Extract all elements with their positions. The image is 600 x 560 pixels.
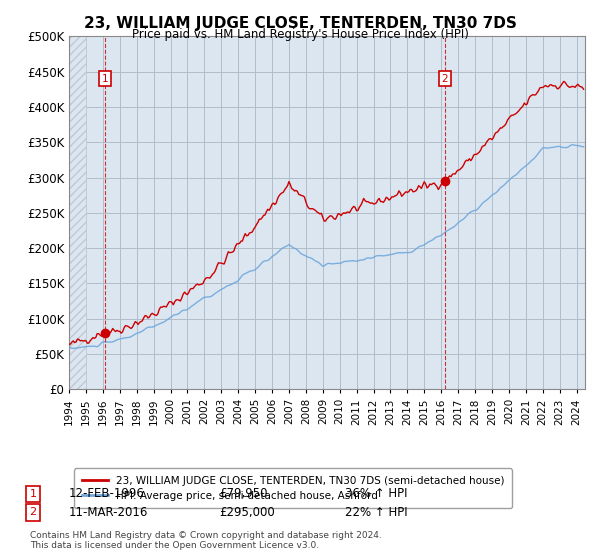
Legend: 23, WILLIAM JUDGE CLOSE, TENTERDEN, TN30 7DS (semi-detached house), HPI: Average: 23, WILLIAM JUDGE CLOSE, TENTERDEN, TN30… [74, 469, 512, 508]
Text: 2: 2 [29, 507, 37, 517]
Polygon shape [69, 36, 86, 389]
Text: Price paid vs. HM Land Registry's House Price Index (HPI): Price paid vs. HM Land Registry's House … [131, 28, 469, 41]
Text: 1: 1 [101, 74, 108, 84]
Text: 1: 1 [29, 489, 37, 499]
Text: £295,000: £295,000 [219, 506, 275, 519]
Text: 23, WILLIAM JUDGE CLOSE, TENTERDEN, TN30 7DS: 23, WILLIAM JUDGE CLOSE, TENTERDEN, TN30… [83, 16, 517, 31]
Text: 36% ↑ HPI: 36% ↑ HPI [345, 487, 407, 501]
Text: Contains HM Land Registry data © Crown copyright and database right 2024.
This d: Contains HM Land Registry data © Crown c… [30, 531, 382, 550]
Text: 12-FEB-1996: 12-FEB-1996 [69, 487, 145, 501]
Text: 2: 2 [442, 74, 448, 84]
Text: 22% ↑ HPI: 22% ↑ HPI [345, 506, 407, 519]
Text: £79,950: £79,950 [219, 487, 268, 501]
Text: 11-MAR-2016: 11-MAR-2016 [69, 506, 148, 519]
